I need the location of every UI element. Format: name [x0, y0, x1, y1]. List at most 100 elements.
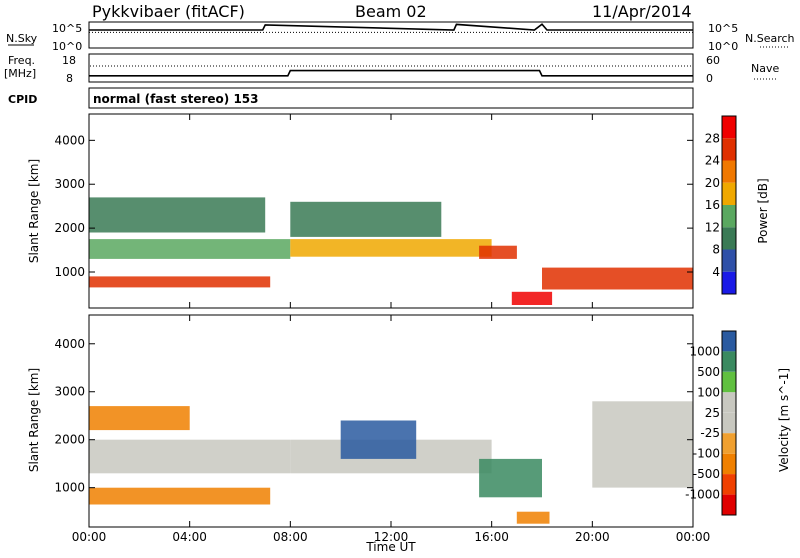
- velocity-band-6: [89, 406, 190, 431]
- power-colorbar-cell-7: [722, 271, 736, 295]
- time-axis-label: Time UT: [365, 540, 416, 554]
- velocity-colorbar-tick-2: 100: [697, 385, 720, 399]
- power-band-6: [89, 197, 266, 233]
- velocity-ytick-label-1: 2000: [54, 433, 85, 447]
- power-colorbar-tick-2: 12: [705, 220, 720, 234]
- velocity-colorbar-tick-6: -500: [693, 467, 720, 481]
- power-bands: [89, 197, 693, 305]
- cpid-label: CPID: [8, 93, 37, 106]
- velocity-band-5: [592, 401, 693, 488]
- freq-panel-frame: [88, 53, 694, 83]
- nave-label: Nave: [751, 62, 779, 75]
- freq-unit: [MHz]: [4, 67, 36, 80]
- time-tick-label-2: 08:00: [273, 530, 308, 544]
- station-title: Pykkvibaer (fitACF): [92, 2, 245, 21]
- freq-panel: Freq. [MHz] 18 8 60 0 Nave: [4, 53, 779, 85]
- nsearch-label: N.Search: [745, 32, 795, 45]
- power-ytick-label-3: 4000: [54, 133, 85, 147]
- power-ylabel: Slant Range [km]: [27, 159, 41, 263]
- power-band-5: [542, 267, 693, 290]
- nsearch-top-tick: 10^5: [708, 22, 738, 35]
- power-colorbar-cell-6: [722, 249, 736, 272]
- time-tick-label-6: 00:00: [676, 530, 711, 544]
- velocity-colorbar-cell-7: [722, 474, 736, 495]
- cpid-panel: CPID normal (fast stereo) 153: [8, 87, 694, 109]
- power-band-2: [290, 239, 492, 257]
- time-tick-label-3: 12:00: [374, 530, 409, 544]
- velocity-band-7: [340, 420, 417, 459]
- time-axis-ticks: 00:00 04:00 08:00 12:00 16:00 20:00 00:00: [72, 114, 711, 544]
- nsky-bottom-tick: 10^0: [52, 40, 82, 53]
- time-tick-label-1: 04:00: [172, 530, 207, 544]
- power-colorbar-tick-1: 8: [712, 243, 720, 257]
- time-tick-label-5: 20:00: [575, 530, 610, 544]
- velocity-colorbar: 1000 500 100 25 -25 -100 -500 -1000: [685, 330, 737, 516]
- nsky-series-line: [89, 23, 693, 31]
- nsky-top-tick: 10^5: [52, 22, 82, 35]
- power-colorbar-cell-0: [722, 116, 736, 139]
- velocity-colorbar-tick-4: -25: [700, 426, 720, 440]
- velocity-colorbar-cell-4: [722, 412, 736, 434]
- power-band-4: [511, 291, 553, 305]
- velocity-yticks: 1000 2000 3000 4000: [54, 337, 693, 495]
- velocity-colorbar-cell-2: [722, 371, 736, 393]
- velocity-colorbar-cell-5: [722, 433, 736, 454]
- power-colorbar-frame: [721, 115, 737, 295]
- power-colorbar-cell-5: [722, 227, 736, 250]
- time-tick-label-4: 16:00: [474, 530, 509, 544]
- velocity-colorbar-tick-3: 25: [705, 406, 720, 420]
- nave-bottom-tick: 0: [706, 72, 713, 85]
- time-tick-label-0: 00:00: [72, 530, 107, 544]
- freq-top-tick: 18: [62, 54, 76, 67]
- velocity-band-1: [89, 439, 291, 474]
- velocity-ytick-label-3: 4000: [54, 337, 85, 351]
- power-colorbar: 4 8 12 16 20 24 28: [705, 115, 737, 295]
- velocity-colorbar-label: Velocity [m s^-1]: [777, 368, 791, 472]
- velocity-colorbar-tick-7: -1000: [685, 488, 720, 502]
- velocity-ytick-label-2: 3000: [54, 385, 85, 399]
- velocity-colorbar-tick-1: 500: [697, 365, 720, 379]
- power-band-1: [89, 239, 291, 259]
- velocity-colorbar-frame: [721, 330, 737, 516]
- velocity-band-0: [89, 487, 271, 505]
- power-colorbar-tick-3: 16: [705, 198, 720, 212]
- velocity-ytick-label-0: 1000: [54, 481, 85, 495]
- power-colorbar-cell-2: [722, 160, 736, 183]
- power-colorbar-cell-1: [722, 138, 736, 161]
- power-band-7: [290, 201, 442, 237]
- power-colorbar-tick-5: 24: [705, 154, 720, 168]
- power-yticks: 1000 2000 3000 4000: [54, 133, 693, 279]
- freq-label: Freq.: [8, 54, 35, 67]
- velocity-band-4: [516, 511, 550, 524]
- velocity-colorbar-cell-8: [722, 494, 736, 515]
- velocity-colorbar-cell-3: [722, 392, 736, 413]
- beam-title: Beam 02: [355, 2, 427, 21]
- power-colorbar-tick-6: 28: [705, 131, 720, 145]
- velocity-colorbar-cell-0: [722, 331, 736, 352]
- freq-bottom-tick: 8: [66, 72, 73, 85]
- cpid-value: normal (fast stereo) 153: [93, 92, 259, 106]
- velocity-band-3: [479, 458, 542, 498]
- noise-panel: N.Sky 10^5 10^0 10^5 10^0 N.Search: [6, 21, 795, 53]
- power-colorbar-label: Power [dB]: [756, 178, 770, 243]
- cpid-panel-frame: [88, 87, 694, 109]
- velocity-ylabel: Slant Range [km]: [27, 368, 41, 472]
- power-panel: Slant Range [km] 1000 2000 3000 4000 4 8 12 16…: [27, 113, 770, 309]
- noise-panel-frame: [88, 21, 694, 49]
- nsearch-bottom-tick: 10^0: [708, 40, 738, 53]
- velocity-colorbar-tick-5: -100: [693, 447, 720, 461]
- power-band-0: [89, 276, 271, 288]
- velocity-panel: Slant Range [km] 1000 2000 3000 4000 1000 50…: [27, 314, 791, 528]
- power-band-3: [479, 245, 517, 259]
- velocity-colorbar-cell-1: [722, 351, 736, 372]
- freq-series-line: [89, 69, 693, 77]
- power-colorbar-cell-3: [722, 182, 736, 206]
- power-colorbar-cell-4: [722, 205, 736, 228]
- velocity-colorbar-tick-0: 1000: [689, 344, 720, 358]
- velocity-colorbar-cell-6: [722, 453, 736, 475]
- nave-top-tick: 60: [706, 54, 720, 67]
- power-ytick-label-1: 2000: [54, 221, 85, 235]
- date-title: 11/Apr/2014: [592, 2, 692, 21]
- velocity-bands: [89, 401, 693, 524]
